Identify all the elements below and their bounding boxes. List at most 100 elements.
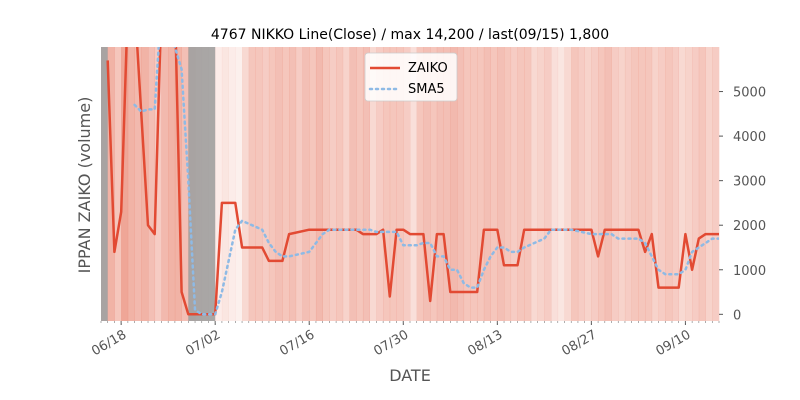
background-band bbox=[315, 47, 323, 321]
background-band bbox=[598, 47, 606, 321]
background-band bbox=[362, 47, 370, 321]
background-band bbox=[342, 47, 350, 321]
background-band bbox=[430, 47, 438, 321]
series-line-sma5 bbox=[133, 47, 719, 316]
background-band bbox=[497, 47, 505, 321]
plot-lines bbox=[106, 47, 719, 316]
background-band bbox=[665, 47, 673, 321]
background-band bbox=[604, 47, 612, 321]
legend: ZAIKO SMA5 bbox=[364, 52, 458, 102]
x-tick-label: 07/16 bbox=[277, 327, 317, 359]
y-tick-label: 5000 bbox=[733, 86, 766, 101]
legend-label-sma5: SMA5 bbox=[408, 82, 445, 97]
background-band bbox=[712, 47, 720, 321]
background-band bbox=[262, 47, 270, 321]
background-band bbox=[685, 47, 693, 321]
background-band bbox=[322, 47, 330, 321]
background-band bbox=[121, 47, 129, 321]
background-band bbox=[470, 47, 478, 321]
background-band bbox=[537, 47, 545, 321]
background-band bbox=[638, 47, 646, 321]
x-tick-label: 09/10 bbox=[653, 327, 693, 359]
background-band bbox=[255, 47, 263, 321]
background-band bbox=[504, 47, 512, 321]
background-band bbox=[698, 47, 706, 321]
background-band bbox=[356, 47, 364, 321]
background-band bbox=[530, 47, 538, 321]
background-band bbox=[463, 47, 471, 321]
background-band bbox=[658, 47, 666, 321]
background-band bbox=[215, 47, 223, 321]
background-band bbox=[443, 47, 451, 321]
background-band bbox=[302, 47, 310, 321]
background-band bbox=[564, 47, 572, 321]
background-band bbox=[483, 47, 491, 321]
x-tick-label: 07/02 bbox=[183, 327, 223, 359]
background-band bbox=[631, 47, 639, 321]
x-tick-label: 08/13 bbox=[465, 327, 505, 359]
background-band bbox=[577, 47, 585, 321]
background-band bbox=[457, 47, 465, 321]
background-band bbox=[591, 47, 599, 321]
background-band bbox=[618, 47, 626, 321]
background-band bbox=[154, 47, 162, 321]
background-band bbox=[651, 47, 659, 321]
background-band bbox=[705, 47, 713, 321]
background-band bbox=[436, 47, 444, 321]
background-band bbox=[383, 47, 391, 321]
background-band bbox=[403, 47, 411, 321]
background-band bbox=[242, 47, 250, 321]
background-band bbox=[221, 47, 229, 321]
background-band bbox=[248, 47, 256, 321]
background-band bbox=[275, 47, 283, 321]
background-band bbox=[295, 47, 303, 321]
background-band bbox=[127, 47, 135, 321]
background-band bbox=[309, 47, 317, 321]
background-band-gray bbox=[101, 47, 108, 321]
background-band bbox=[228, 47, 236, 321]
background-band bbox=[369, 47, 377, 321]
y-tick-label: 3000 bbox=[733, 175, 766, 190]
background-band bbox=[477, 47, 485, 321]
background-band bbox=[376, 47, 384, 321]
background-band-gray bbox=[188, 47, 216, 321]
background-band bbox=[517, 47, 525, 321]
chart-title: 4767 NIKKO Line(Close) / max 14,200 / la… bbox=[211, 27, 609, 43]
background-band bbox=[671, 47, 679, 321]
background-band bbox=[389, 47, 397, 321]
background-band bbox=[611, 47, 619, 321]
background-band bbox=[416, 47, 424, 321]
background-band bbox=[490, 47, 498, 321]
background-band bbox=[268, 47, 276, 321]
x-tick-label: 08/27 bbox=[559, 327, 599, 359]
y-axis: 0 1000 2000 3000 4000 5000 bbox=[719, 86, 766, 323]
background-band bbox=[161, 47, 169, 321]
background-band bbox=[624, 47, 632, 321]
y-axis-label: IPPAN ZAIKO (volume) bbox=[75, 97, 94, 274]
background-band bbox=[289, 47, 297, 321]
background-band bbox=[148, 47, 156, 321]
background-band bbox=[114, 47, 122, 321]
background-band bbox=[235, 47, 243, 321]
y-tick-label: 2000 bbox=[733, 219, 766, 234]
y-tick-label: 0 bbox=[733, 308, 741, 323]
background-band bbox=[584, 47, 592, 321]
background-band bbox=[423, 47, 431, 321]
background-band bbox=[571, 47, 579, 321]
x-axis-label: DATE bbox=[389, 366, 431, 385]
background-band bbox=[678, 47, 686, 321]
background-band bbox=[396, 47, 404, 321]
x-tick-label: 06/18 bbox=[89, 327, 129, 359]
background-band bbox=[329, 47, 337, 321]
legend-label-zaiko: ZAIKO bbox=[408, 61, 448, 76]
background-band bbox=[450, 47, 458, 321]
background-band bbox=[544, 47, 552, 321]
background-band bbox=[557, 47, 565, 321]
background-band bbox=[551, 47, 559, 321]
x-axis: 06/18 07/02 07/16 07/30 08/13 08/27 09/10 bbox=[89, 321, 720, 359]
background-band bbox=[510, 47, 518, 321]
background-band bbox=[410, 47, 418, 321]
background-band bbox=[282, 47, 290, 321]
y-tick-label: 1000 bbox=[733, 264, 766, 279]
